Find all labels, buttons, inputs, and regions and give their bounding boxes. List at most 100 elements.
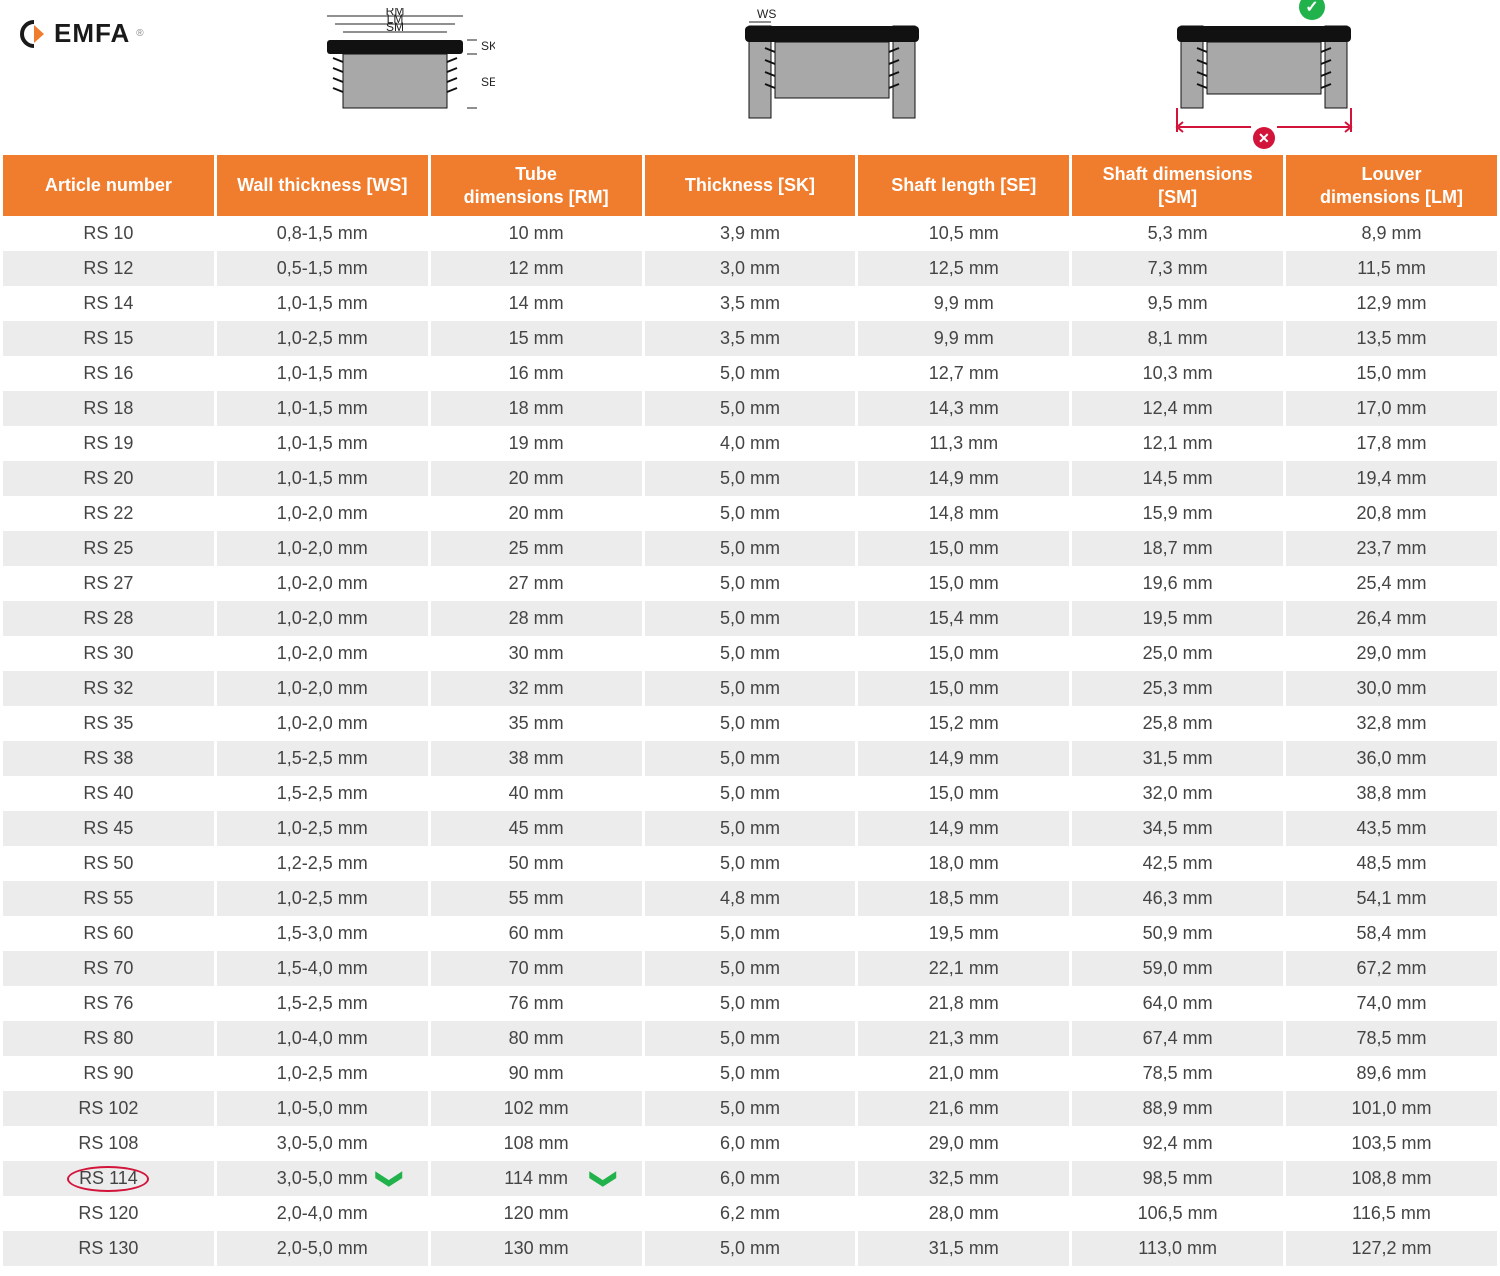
table-cell: RS 35 xyxy=(3,706,214,741)
table-cell: 1,5-4,0 mm xyxy=(217,951,428,986)
table-cell: 5,0 mm xyxy=(645,986,856,1021)
table-cell: 5,0 mm xyxy=(645,951,856,986)
highlight-ring xyxy=(67,1166,149,1192)
svg-text:WS: WS xyxy=(757,8,776,21)
table-row: RS 151,0-2,5 mm15 mm3,5 mm9,9 mm8,1 mm13… xyxy=(3,321,1497,356)
table-row: RS 281,0-2,0 mm28 mm5,0 mm15,4 mm19,5 mm… xyxy=(3,601,1497,636)
table-cell: 12,7 mm xyxy=(858,356,1069,391)
table-cell: 113,0 mm xyxy=(1072,1231,1283,1266)
table-cell: 5,0 mm xyxy=(645,1021,856,1056)
table-cell: 12,5 mm xyxy=(858,251,1069,286)
table-cell: RS 12 xyxy=(3,251,214,286)
table-row: RS 321,0-2,0 mm32 mm5,0 mm15,0 mm25,3 mm… xyxy=(3,671,1497,706)
table-cell: RS 114 xyxy=(3,1161,214,1196)
table-cell: 0,5-1,5 mm xyxy=(217,251,428,286)
table-cell: 5,0 mm xyxy=(645,461,856,496)
table-cell: RS 55 xyxy=(3,881,214,916)
table-cell: 5,0 mm xyxy=(645,636,856,671)
table-cell: 19 mm xyxy=(431,426,642,461)
table-cell: 1,5-2,5 mm xyxy=(217,986,428,1021)
table-cell: 29,0 mm xyxy=(1286,636,1497,671)
table-row: RS 301,0-2,0 mm30 mm5,0 mm15,0 mm25,0 mm… xyxy=(3,636,1497,671)
table-cell: 19,5 mm xyxy=(858,916,1069,951)
column-header: Shaft dimensions[SM] xyxy=(1072,155,1283,216)
table-cell: RS 32 xyxy=(3,671,214,706)
table-cell: 50,9 mm xyxy=(1072,916,1283,951)
dimensions-table: Article numberWall thickness [WS]Tubedim… xyxy=(0,155,1500,1266)
diagram-row: RM LM SM SK SE WS xyxy=(174,8,1480,147)
table-row: RS 601,5-3,0 mm60 mm5,0 mm19,5 mm50,9 mm… xyxy=(3,916,1497,951)
table-cell: 18,7 mm xyxy=(1072,531,1283,566)
diagram-dimensions: RM LM SM SK SE xyxy=(295,8,495,133)
table-cell: 106,5 mm xyxy=(1072,1196,1283,1231)
table-cell: RS 19 xyxy=(3,426,214,461)
table-cell: 89,6 mm xyxy=(1286,1056,1497,1091)
brand-logo: EMFA ® xyxy=(20,8,144,49)
table-row: RS 801,0-4,0 mm80 mm5,0 mm21,3 mm67,4 mm… xyxy=(3,1021,1497,1056)
table-cell: RS 38 xyxy=(3,741,214,776)
brand-name: EMFA xyxy=(54,18,130,49)
table-cell: 5,0 mm xyxy=(645,531,856,566)
table-cell: 2,0-5,0 mm xyxy=(217,1231,428,1266)
table-cell: 27 mm xyxy=(431,566,642,601)
table-cell: 58,4 mm xyxy=(1286,916,1497,951)
table-cell: 6,2 mm xyxy=(645,1196,856,1231)
table-cell: 3,0-5,0 mm❯ xyxy=(217,1161,428,1196)
table-cell: 1,2-2,5 mm xyxy=(217,846,428,881)
table-cell: 1,0-2,0 mm xyxy=(217,706,428,741)
table-cell: RS 80 xyxy=(3,1021,214,1056)
table-cell: RS 60 xyxy=(3,916,214,951)
table-cell: 1,5-3,0 mm xyxy=(217,916,428,951)
table-cell: 12,4 mm xyxy=(1072,391,1283,426)
table-cell: 25,0 mm xyxy=(1072,636,1283,671)
table-cell: 3,5 mm xyxy=(645,286,856,321)
table-cell: RS 108 xyxy=(3,1126,214,1161)
svg-text:SK: SK xyxy=(481,39,495,53)
table-cell: 10 mm xyxy=(431,216,642,251)
table-cell: 34,5 mm xyxy=(1072,811,1283,846)
table-cell: 78,5 mm xyxy=(1072,1056,1283,1091)
table-row: RS 1083,0-5,0 mm108 mm6,0 mm29,0 mm92,4 … xyxy=(3,1126,1497,1161)
table-cell: RS 30 xyxy=(3,636,214,671)
table-cell: RS 90 xyxy=(3,1056,214,1091)
table-cell: 15,0 mm xyxy=(858,671,1069,706)
table-cell: 9,9 mm xyxy=(858,321,1069,356)
table-cell: 70 mm xyxy=(431,951,642,986)
table-cell: 5,0 mm xyxy=(645,601,856,636)
diagram-wall-thickness: WS xyxy=(737,8,927,133)
table-row: RS 201,0-1,5 mm20 mm5,0 mm14,9 mm14,5 mm… xyxy=(3,461,1497,496)
table-cell: 15,4 mm xyxy=(858,601,1069,636)
table-cell: 5,0 mm xyxy=(645,741,856,776)
table-cell: 7,3 mm xyxy=(1072,251,1283,286)
table-cell: 5,0 mm xyxy=(645,1231,856,1266)
table-row: RS 501,2-2,5 mm50 mm5,0 mm18,0 mm42,5 mm… xyxy=(3,846,1497,881)
table-cell: 8,9 mm xyxy=(1286,216,1497,251)
table-cell: 5,0 mm xyxy=(645,706,856,741)
table-cell: 5,0 mm xyxy=(645,916,856,951)
table-cell: 25,8 mm xyxy=(1072,706,1283,741)
table-cell: RS 22 xyxy=(3,496,214,531)
table-cell: 30 mm xyxy=(431,636,642,671)
table-cell: 35 mm xyxy=(431,706,642,741)
table-header: Article numberWall thickness [WS]Tubedim… xyxy=(3,155,1497,216)
registered-mark: ® xyxy=(136,28,143,39)
table-row: RS 551,0-2,5 mm55 mm4,8 mm18,5 mm46,3 mm… xyxy=(3,881,1497,916)
table-cell: 1,5-2,5 mm xyxy=(217,741,428,776)
table-cell: 5,0 mm xyxy=(645,1091,856,1126)
table-cell: 103,5 mm xyxy=(1286,1126,1497,1161)
table-cell: 59,0 mm xyxy=(1072,951,1283,986)
table-cell: 19,4 mm xyxy=(1286,461,1497,496)
table-cell: 22,1 mm xyxy=(858,951,1069,986)
table-row: RS 251,0-2,0 mm25 mm5,0 mm15,0 mm18,7 mm… xyxy=(3,531,1497,566)
table-cell: 3,0 mm xyxy=(645,251,856,286)
table-row: RS 351,0-2,0 mm35 mm5,0 mm15,2 mm25,8 mm… xyxy=(3,706,1497,741)
table-cell: 14,9 mm xyxy=(858,461,1069,496)
table-cell: RS 45 xyxy=(3,811,214,846)
table-cell: 15,0 mm xyxy=(858,636,1069,671)
table-cell: 1,0-2,0 mm xyxy=(217,496,428,531)
table-cell: 67,2 mm xyxy=(1286,951,1497,986)
table-row: RS 1202,0-4,0 mm120 mm6,2 mm28,0 mm106,5… xyxy=(3,1196,1497,1231)
table-cell: 32,8 mm xyxy=(1286,706,1497,741)
table-cell: RS 15 xyxy=(3,321,214,356)
cross-icon: ✕ xyxy=(1253,127,1275,149)
